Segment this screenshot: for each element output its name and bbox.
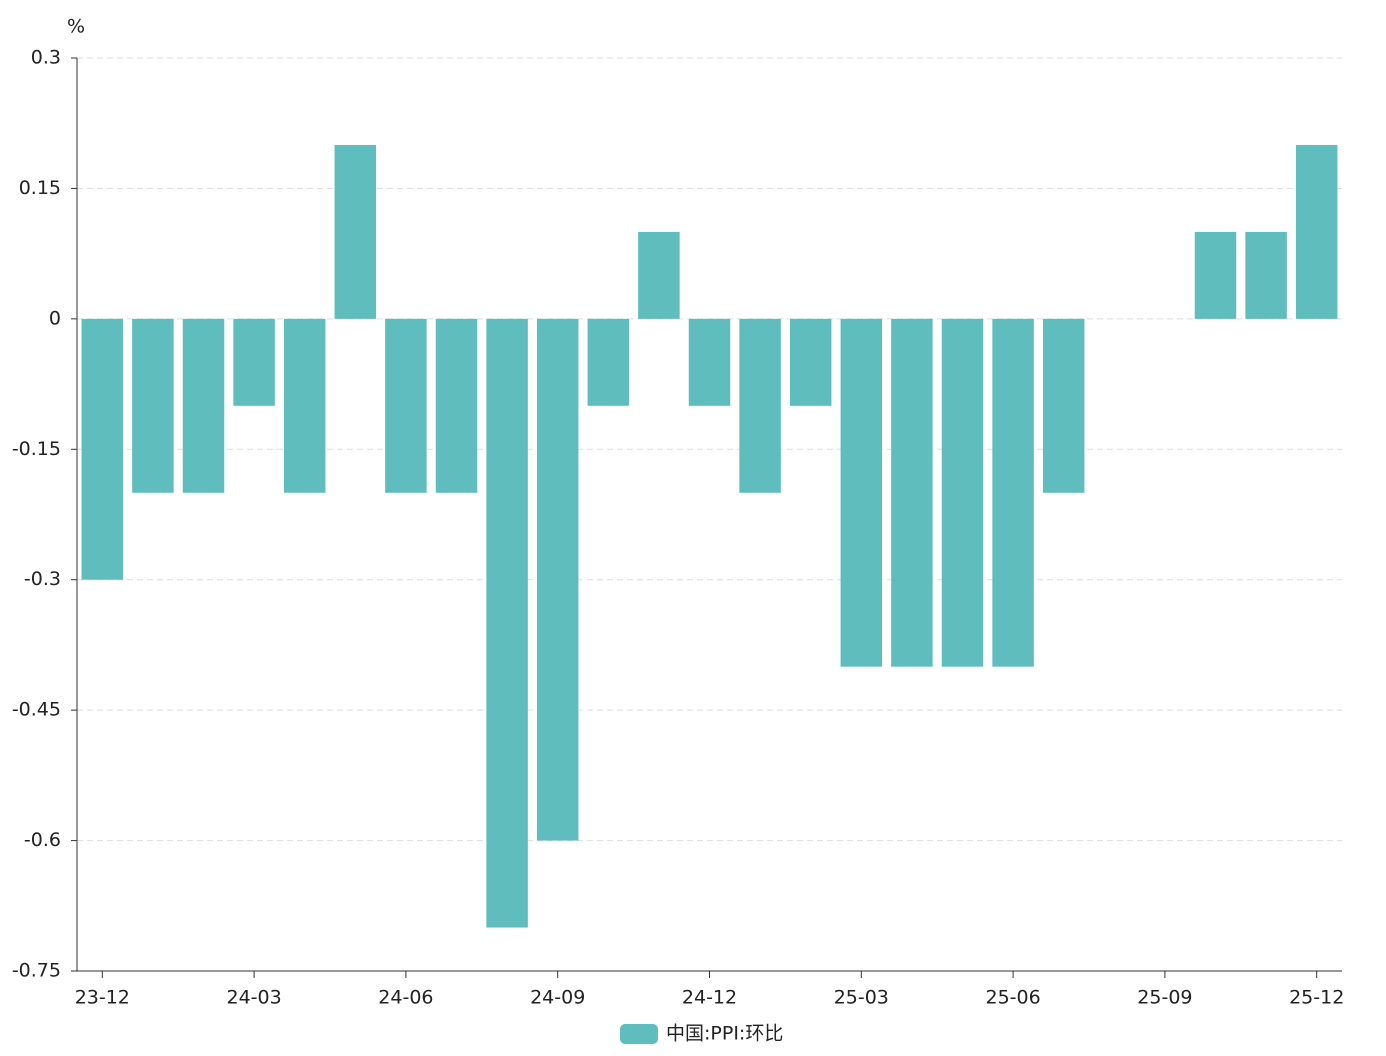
bar — [385, 318, 427, 493]
y-tick-label: -0.75 — [12, 960, 61, 982]
bar — [81, 318, 124, 580]
bar — [182, 318, 225, 493]
bar — [789, 318, 832, 406]
y-tick-label: -0.45 — [12, 699, 61, 721]
y-tick-label: 0 — [49, 307, 61, 329]
bar — [891, 318, 933, 667]
x-tick-label: 24-12 — [682, 987, 737, 1009]
bar — [536, 318, 579, 841]
x-tick-label: 24-06 — [378, 987, 433, 1009]
bar — [334, 144, 377, 319]
legend-label: 中国:PPI:环比 — [666, 1023, 783, 1045]
bar — [1042, 318, 1085, 493]
y-unit: % — [67, 16, 85, 38]
x-tick-label: 25-12 — [1289, 987, 1344, 1009]
bar — [638, 231, 680, 319]
y-tick-label: -0.15 — [12, 438, 61, 460]
bar — [486, 318, 528, 928]
y-tick-label: -0.6 — [24, 829, 61, 851]
bar — [435, 318, 478, 493]
bar — [1295, 144, 1338, 319]
bar — [132, 318, 174, 493]
bar — [688, 318, 731, 406]
x-tick-label: 25-09 — [1137, 987, 1192, 1009]
bar — [233, 318, 275, 406]
bar — [283, 318, 326, 493]
legend-swatch — [620, 1024, 658, 1044]
y-tick-label: 0.3 — [31, 47, 61, 69]
bar — [739, 318, 781, 493]
bar — [992, 318, 1034, 667]
x-tick-label: 24-03 — [226, 987, 281, 1009]
x-tick-label: 25-03 — [834, 987, 889, 1009]
x-tick-label: 23-12 — [75, 987, 130, 1009]
x-tick-label: 24-09 — [530, 987, 585, 1009]
x-tick-label: 25-06 — [985, 987, 1040, 1009]
bar — [840, 318, 883, 667]
bar — [941, 318, 984, 667]
y-tick-label: -0.3 — [24, 568, 61, 590]
bar — [587, 318, 630, 406]
bar — [1245, 231, 1287, 319]
y-tick-label: 0.15 — [19, 177, 61, 199]
bar — [1194, 231, 1237, 319]
